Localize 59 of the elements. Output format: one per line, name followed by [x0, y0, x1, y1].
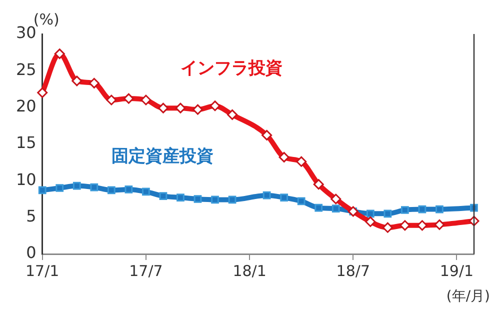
point	[192, 104, 203, 115]
point	[416, 220, 428, 231]
point	[228, 196, 236, 204]
x-tick-label: 18/7	[336, 262, 370, 280]
point	[90, 183, 98, 192]
point	[365, 216, 376, 227]
point	[159, 192, 168, 200]
x-tick-label: 17/7	[129, 262, 163, 280]
point	[366, 210, 374, 218]
point	[142, 188, 150, 196]
point	[54, 48, 65, 60]
y-tick-label: 20	[16, 96, 36, 116]
point	[175, 102, 186, 114]
x-axis-title: (年/月)	[446, 288, 490, 305]
x-tick-label: 19/1	[440, 262, 474, 280]
point	[211, 196, 219, 204]
point	[194, 195, 202, 203]
point	[314, 204, 323, 212]
point	[106, 94, 117, 106]
y-tick-label: 5	[26, 206, 36, 226]
x-tick-label: 17/1	[26, 262, 60, 280]
y-tick-label: 15	[16, 133, 36, 152]
point	[330, 194, 342, 204]
point	[210, 100, 220, 112]
point	[313, 179, 324, 190]
point	[384, 210, 392, 218]
point	[401, 206, 409, 214]
point	[38, 186, 46, 194]
series-label: 固定資産投資	[111, 146, 214, 167]
y-tick-label: 10	[16, 170, 36, 189]
point	[278, 152, 290, 162]
point	[88, 78, 100, 88]
y-tick-label: 0	[26, 243, 36, 262]
x-tick-label: 18/1	[232, 262, 266, 280]
y-tick-label: 25	[16, 60, 36, 79]
point	[434, 219, 445, 230]
point	[296, 156, 307, 167]
point	[123, 93, 134, 104]
point	[72, 182, 81, 190]
point	[400, 220, 410, 231]
point	[468, 216, 480, 226]
point	[72, 76, 82, 86]
point	[297, 197, 306, 206]
point	[158, 102, 168, 114]
point	[124, 186, 133, 194]
point	[436, 205, 444, 214]
point	[262, 191, 271, 200]
point	[262, 130, 272, 140]
point	[280, 194, 288, 202]
point	[176, 194, 184, 202]
point	[140, 94, 152, 106]
point	[37, 87, 48, 98]
point	[332, 204, 340, 212]
point	[107, 186, 116, 194]
point	[418, 205, 426, 214]
point	[382, 222, 393, 233]
series-label: インフラ投資	[180, 58, 282, 79]
point	[227, 109, 238, 120]
point	[56, 184, 64, 192]
